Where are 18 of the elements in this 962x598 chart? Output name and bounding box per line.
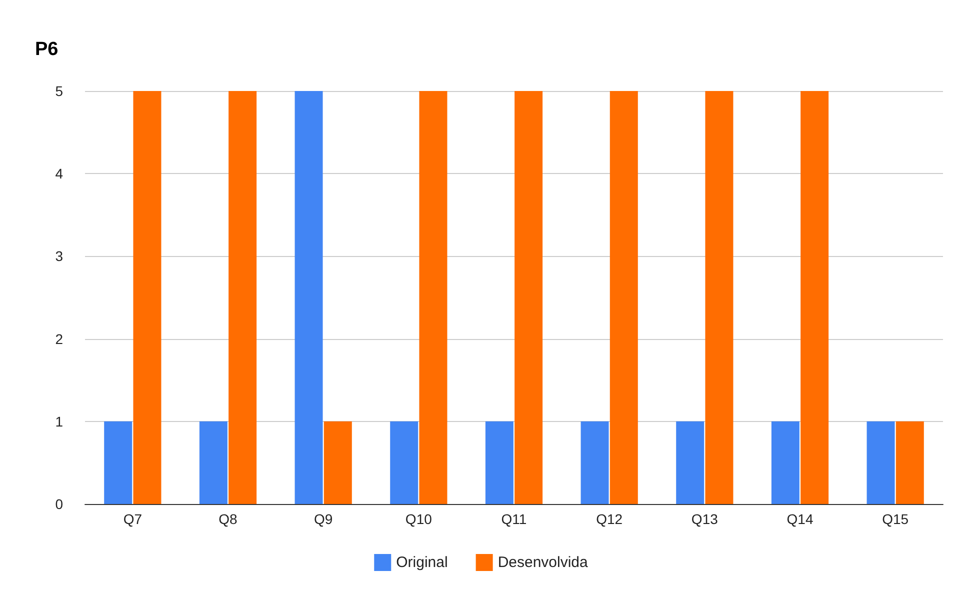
legend-label: Desenvolvida — [498, 554, 589, 571]
y-tick-label: 5 — [55, 83, 64, 99]
x-tick-label: Q8 — [218, 511, 238, 527]
x-tick-label: Q7 — [123, 511, 142, 527]
y-tick-label: 4 — [55, 166, 64, 182]
x-tick-label: Q14 — [786, 511, 814, 527]
chart-title: P6 — [35, 39, 58, 60]
x-tick-label: Q12 — [596, 511, 623, 527]
x-tick-label: Q10 — [405, 511, 432, 527]
legend-label: Original — [396, 554, 448, 571]
x-tick-label: Q13 — [691, 511, 718, 527]
x-tick-label: Q11 — [501, 511, 527, 527]
y-tick-label: 2 — [55, 330, 64, 347]
y-tick-label: 3 — [55, 248, 64, 264]
y-tick-label: 0 — [55, 496, 64, 512]
y-tick-label: 1 — [55, 413, 64, 430]
x-tick-label: Q9 — [314, 511, 333, 527]
x-tick-label: Q15 — [882, 511, 909, 527]
